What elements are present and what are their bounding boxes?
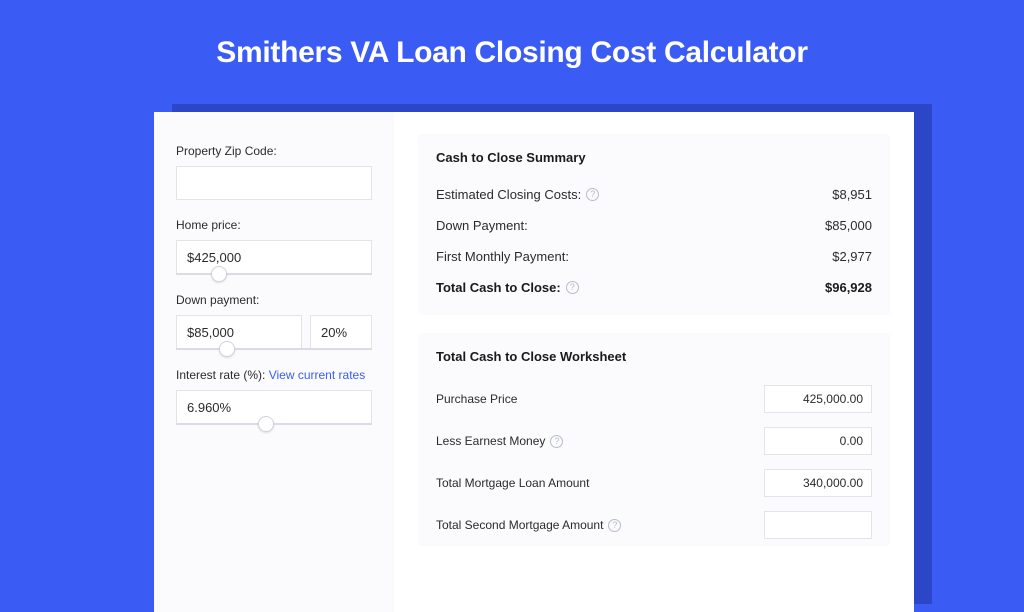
results-pane: Cash to Close Summary Estimated Closing … — [394, 112, 914, 612]
home-price-input[interactable] — [176, 240, 372, 274]
worksheet-label: Total Mortgage Loan Amount — [436, 476, 589, 490]
home-price-field: Home price: — [176, 218, 372, 275]
summary-total-value: $96,928 — [825, 280, 872, 295]
view-rates-link[interactable]: View current rates — [269, 368, 366, 382]
summary-label: First Monthly Payment: — [436, 249, 569, 264]
summary-row-closing-costs: Estimated Closing Costs: ? $8,951 — [436, 179, 872, 210]
worksheet-row-earnest-money: Less Earnest Money ? — [436, 420, 872, 462]
down-payment-slider[interactable] — [176, 348, 372, 350]
interest-rate-input[interactable] — [176, 390, 372, 424]
summary-row-total: Total Cash to Close: ? $96,928 — [436, 272, 872, 303]
worksheet-input-mortgage-amount[interactable] — [764, 469, 872, 497]
summary-value: $2,977 — [832, 249, 872, 264]
help-icon[interactable]: ? — [550, 435, 563, 448]
down-payment-pct-input[interactable] — [310, 315, 372, 349]
summary-row-first-payment: First Monthly Payment: $2,977 — [436, 241, 872, 272]
page-title: Smithers VA Loan Closing Cost Calculator — [0, 0, 1024, 92]
summary-value: $85,000 — [825, 218, 872, 233]
slider-thumb[interactable] — [211, 266, 227, 282]
summary-panel: Cash to Close Summary Estimated Closing … — [418, 134, 890, 315]
worksheet-row-mortgage-amount: Total Mortgage Loan Amount — [436, 462, 872, 504]
summary-value: $8,951 — [832, 187, 872, 202]
summary-row-down-payment: Down Payment: $85,000 — [436, 210, 872, 241]
worksheet-input-earnest-money[interactable] — [764, 427, 872, 455]
slider-thumb[interactable] — [219, 341, 235, 357]
help-icon[interactable]: ? — [608, 519, 621, 532]
down-payment-field: Down payment: — [176, 293, 372, 350]
down-payment-label: Down payment: — [176, 293, 372, 307]
summary-total-label: Total Cash to Close: — [436, 280, 561, 295]
summary-title: Cash to Close Summary — [436, 150, 872, 165]
help-icon[interactable]: ? — [586, 188, 599, 201]
worksheet-label: Purchase Price — [436, 392, 517, 406]
interest-label-text: Interest rate (%): — [176, 368, 265, 382]
summary-label: Down Payment: — [436, 218, 528, 233]
worksheet-input-purchase-price[interactable] — [764, 385, 872, 413]
worksheet-label: Total Second Mortgage Amount — [436, 518, 603, 532]
calculator-card: Property Zip Code: Home price: Down paym… — [154, 112, 914, 612]
home-price-label: Home price: — [176, 218, 372, 232]
home-price-slider[interactable] — [176, 273, 372, 275]
worksheet-row-second-mortgage: Total Second Mortgage Amount ? — [436, 504, 872, 546]
interest-rate-label: Interest rate (%): View current rates — [176, 368, 372, 382]
interest-rate-field: Interest rate (%): View current rates — [176, 368, 372, 425]
inputs-pane: Property Zip Code: Home price: Down paym… — [154, 112, 394, 612]
slider-track — [176, 273, 372, 275]
worksheet-title: Total Cash to Close Worksheet — [436, 349, 872, 364]
worksheet-label: Less Earnest Money — [436, 434, 545, 448]
zip-field: Property Zip Code: — [176, 144, 372, 200]
worksheet-panel: Total Cash to Close Worksheet Purchase P… — [418, 333, 890, 546]
zip-input[interactable] — [176, 166, 372, 200]
help-icon[interactable]: ? — [566, 281, 579, 294]
worksheet-input-second-mortgage[interactable] — [764, 511, 872, 539]
worksheet-row-purchase-price: Purchase Price — [436, 378, 872, 420]
interest-rate-slider[interactable] — [176, 423, 372, 425]
slider-thumb[interactable] — [258, 416, 274, 432]
zip-label: Property Zip Code: — [176, 144, 372, 158]
down-payment-input[interactable] — [176, 315, 302, 349]
slider-track — [176, 348, 372, 350]
summary-label: Estimated Closing Costs: — [436, 187, 581, 202]
